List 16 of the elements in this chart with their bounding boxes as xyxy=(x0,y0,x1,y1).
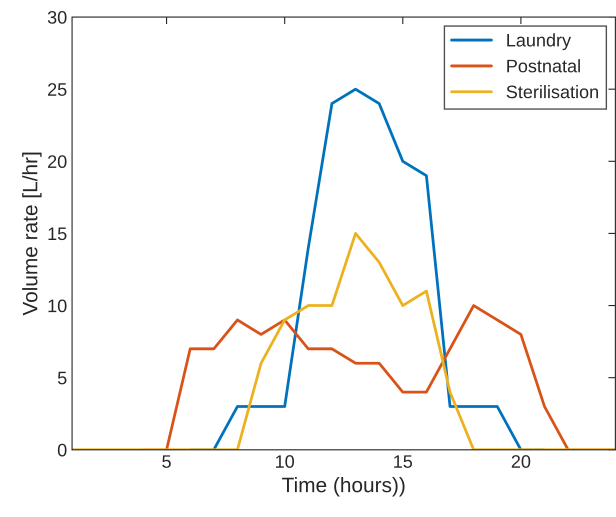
legend-label: Sterilisation xyxy=(506,85,598,98)
x-tick-label: 15 xyxy=(394,455,412,468)
y-axis-title: Volume rate [L/hr] xyxy=(22,152,42,316)
legend-label: Laundry xyxy=(507,33,572,50)
legend-label: Postnatal xyxy=(507,59,580,72)
y-tick-label: 5 xyxy=(58,372,66,384)
x-axis-title: Time (hours)) xyxy=(282,477,405,496)
y-tick-label: 15 xyxy=(48,228,66,240)
x-tick-label: 20 xyxy=(512,455,530,468)
y-tick-label: 25 xyxy=(48,83,66,96)
y-tick-label: 30 xyxy=(48,10,67,24)
x-tick-label: 10 xyxy=(276,455,294,468)
x-tick-label: 5 xyxy=(162,455,171,468)
y-tick-label: 20 xyxy=(48,155,67,168)
y-tick-label: 0 xyxy=(58,444,67,457)
y-tick-label: 10 xyxy=(48,299,67,312)
